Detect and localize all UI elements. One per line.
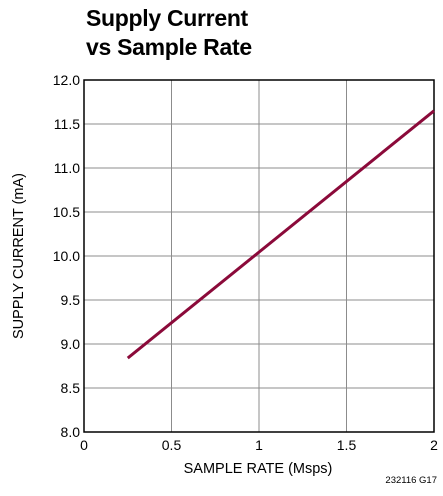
y-tick-label: 8.0 <box>61 424 81 440</box>
chart-title-line-2: vs Sample Rate <box>86 34 252 60</box>
y-tick-label: 11.0 <box>54 160 80 176</box>
y-tick-label: 8.5 <box>61 380 81 396</box>
series-layer <box>126 109 435 360</box>
x-tick-label: 1.5 <box>337 437 357 453</box>
chart-title-line-1: Supply Current <box>86 5 248 31</box>
y-tick-label: 10.5 <box>53 204 80 220</box>
y-tick-label: 10.0 <box>53 248 80 264</box>
chart-title: Supply Current vs Sample Rate <box>86 4 252 62</box>
y-tick-label: 9.0 <box>61 336 81 352</box>
grid-lines <box>84 80 434 432</box>
x-tick-labels: 0 0.5 1 1.5 2 <box>80 437 438 453</box>
x-tick-label: 0 <box>80 437 88 453</box>
y-axis-label: SUPPLY CURRENT (mA) <box>11 173 27 339</box>
y-tick-label: 11.5 <box>54 116 80 132</box>
y-tick-label: 12.0 <box>53 72 80 88</box>
figure-code: 232116 G17 <box>385 475 437 486</box>
plot-frame <box>83 79 435 433</box>
x-axis-label: SAMPLE RATE (Msps) <box>184 461 333 477</box>
x-tick-label: 2 <box>430 437 438 453</box>
x-tick-label: 1 <box>255 437 263 453</box>
y-tick-label: 9.5 <box>61 292 81 308</box>
x-tick-label: 0.5 <box>162 437 182 453</box>
y-tick-labels: 8.0 8.5 9.0 9.5 10.0 10.5 11.0 11.5 12.0 <box>53 72 80 440</box>
series-line <box>126 109 435 360</box>
